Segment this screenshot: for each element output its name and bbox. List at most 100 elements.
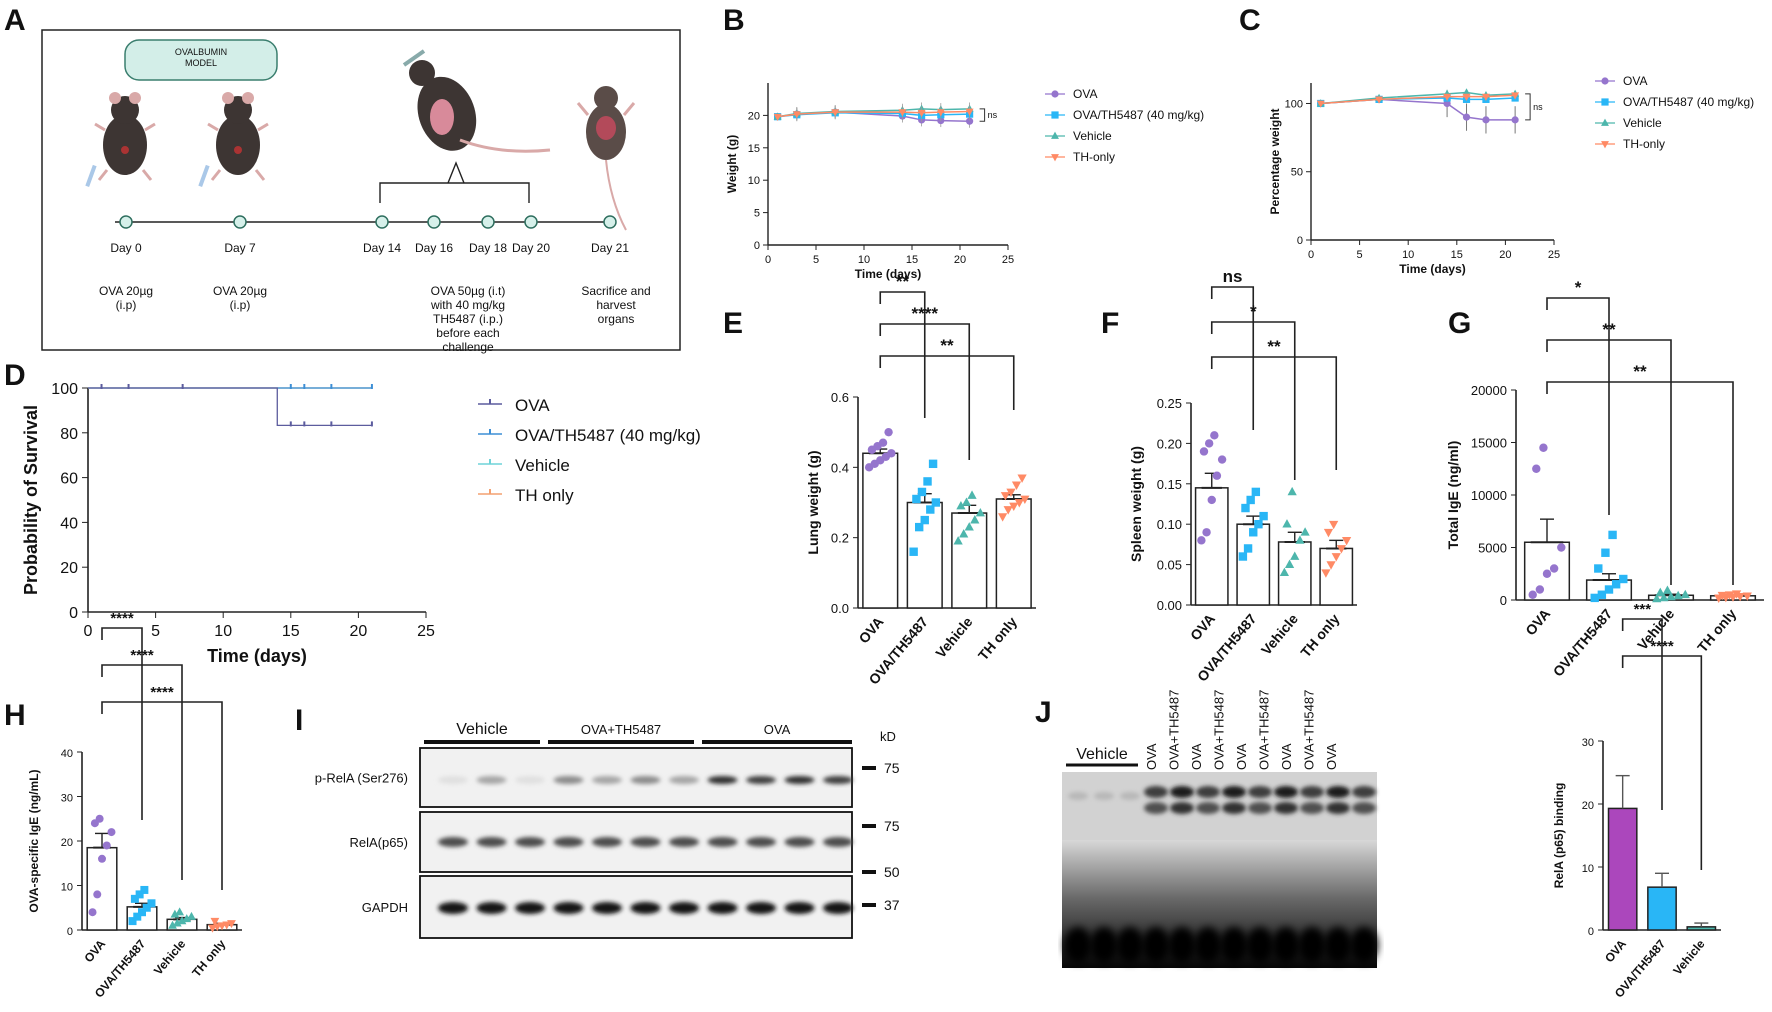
panel-letter: C: [1239, 4, 1261, 37]
data-point: [1594, 564, 1603, 573]
data-point: [1724, 591, 1735, 600]
data-point: [965, 108, 974, 116]
data-point: [138, 908, 146, 917]
marker-label: 37: [884, 897, 900, 913]
y-tick-label: 0.25: [1157, 396, 1182, 411]
y-tick-label: 80: [60, 426, 78, 443]
data-point: [1197, 536, 1206, 545]
legend-label: TH-only: [1073, 150, 1115, 164]
data-point: [1210, 431, 1219, 440]
data-point: [1326, 561, 1336, 570]
legend-label: Vehicle: [515, 456, 570, 475]
y-tick-label: 0.20: [1157, 436, 1182, 451]
bracket-tip: [447, 161, 465, 184]
data-point: [210, 917, 220, 926]
y-tick-label: 10: [61, 882, 73, 894]
blot-group-label: OVA: [764, 722, 791, 737]
data-point: [898, 109, 907, 117]
data-point: [959, 529, 969, 538]
data-point: [1662, 585, 1673, 594]
data-point: [1249, 528, 1258, 537]
y-tick-label: 0.6: [831, 390, 849, 405]
significance-bracket: [101, 701, 223, 890]
gel-band: [1248, 802, 1272, 814]
data-point: [912, 494, 921, 504]
blot-band: [630, 776, 661, 784]
y-axis-label: RelA (p65) binding: [1552, 783, 1566, 889]
data-point: [920, 515, 929, 525]
x-tick-label: OVA: [1602, 937, 1629, 965]
x-tick-label: 0: [1308, 249, 1314, 261]
legend-label: OVA: [515, 396, 550, 415]
data-point: [1375, 96, 1383, 104]
y-tick-label: 40: [60, 515, 78, 532]
significance-bracket: [879, 323, 971, 460]
blot-band: [553, 902, 584, 914]
blot-band: [592, 902, 622, 914]
data-point: [1238, 552, 1248, 561]
blot-band: [669, 902, 699, 914]
data-point: [95, 814, 104, 823]
legend-marker: [1601, 98, 1609, 106]
blot-band: [707, 776, 738, 784]
blot-band: [476, 902, 507, 914]
gel-band: [1274, 802, 1298, 814]
data-point: [168, 920, 177, 929]
significance-bracket: [1546, 339, 1672, 585]
y-tick-label: 20: [60, 560, 78, 577]
gel-band: [1094, 792, 1114, 800]
data-point: [1282, 519, 1292, 528]
data-point: [1680, 589, 1690, 599]
panel-letter: B: [723, 4, 745, 37]
data-point: [1462, 88, 1471, 96]
gel-band: [1352, 802, 1376, 814]
data-point: [1666, 591, 1676, 601]
data-point: [1511, 92, 1520, 100]
blot-band: [823, 776, 853, 784]
x-tick-label: 20: [350, 623, 368, 640]
text-line: with 40 mg/kg: [430, 298, 505, 312]
data-point: [1212, 471, 1222, 480]
marker-label: 50: [884, 864, 900, 880]
timeline-node: [375, 215, 389, 229]
data-point: [887, 449, 896, 458]
blot-band: [438, 902, 468, 914]
data-point: [107, 828, 116, 837]
significance-label: ns: [1223, 267, 1243, 286]
panel-d: D 0 5 10 15 20 25 0 20 40 60 80 100 Time (days) Probab…: [4, 359, 701, 666]
model-badge: [124, 39, 278, 81]
gel-band: [1144, 786, 1168, 798]
x-tick-label: OVA: [855, 614, 886, 647]
gel-lane-label: OVA: [1234, 743, 1249, 770]
data-point: [1000, 492, 1011, 501]
blot-band: [515, 776, 545, 784]
x-tick-label: 20: [1499, 249, 1511, 261]
panel-letter: H: [4, 699, 26, 732]
x-tick-label: Vehicle: [1258, 610, 1301, 657]
blot-row-label: RelA(p65): [349, 835, 408, 850]
data-point: [1590, 593, 1599, 603]
day-label: Day 14: [363, 241, 401, 255]
data-point: [914, 522, 924, 532]
data-point: [1323, 528, 1334, 538]
data-point: [1014, 499, 1024, 508]
gel-lane-label: OVA: [1144, 743, 1159, 770]
panel-letter: E: [723, 307, 743, 340]
data-point: [175, 907, 185, 916]
bar: [951, 512, 988, 609]
data-point: [1279, 567, 1290, 577]
data-point: [1462, 93, 1471, 101]
data-point: [1619, 574, 1628, 584]
data-point: [917, 109, 926, 118]
data-point: [1443, 99, 1451, 108]
challenge-bracket: [379, 182, 530, 203]
bar: [1194, 487, 1229, 606]
y-tick-label: 0.10: [1157, 517, 1182, 532]
ns-bracket: [1525, 93, 1531, 121]
data-point: [1009, 502, 1019, 512]
panel-letter: F: [1101, 307, 1119, 340]
data-point: [936, 109, 945, 117]
y-tick-label: 30: [1582, 737, 1594, 749]
gel-lane-label: OVA: [1324, 743, 1339, 770]
